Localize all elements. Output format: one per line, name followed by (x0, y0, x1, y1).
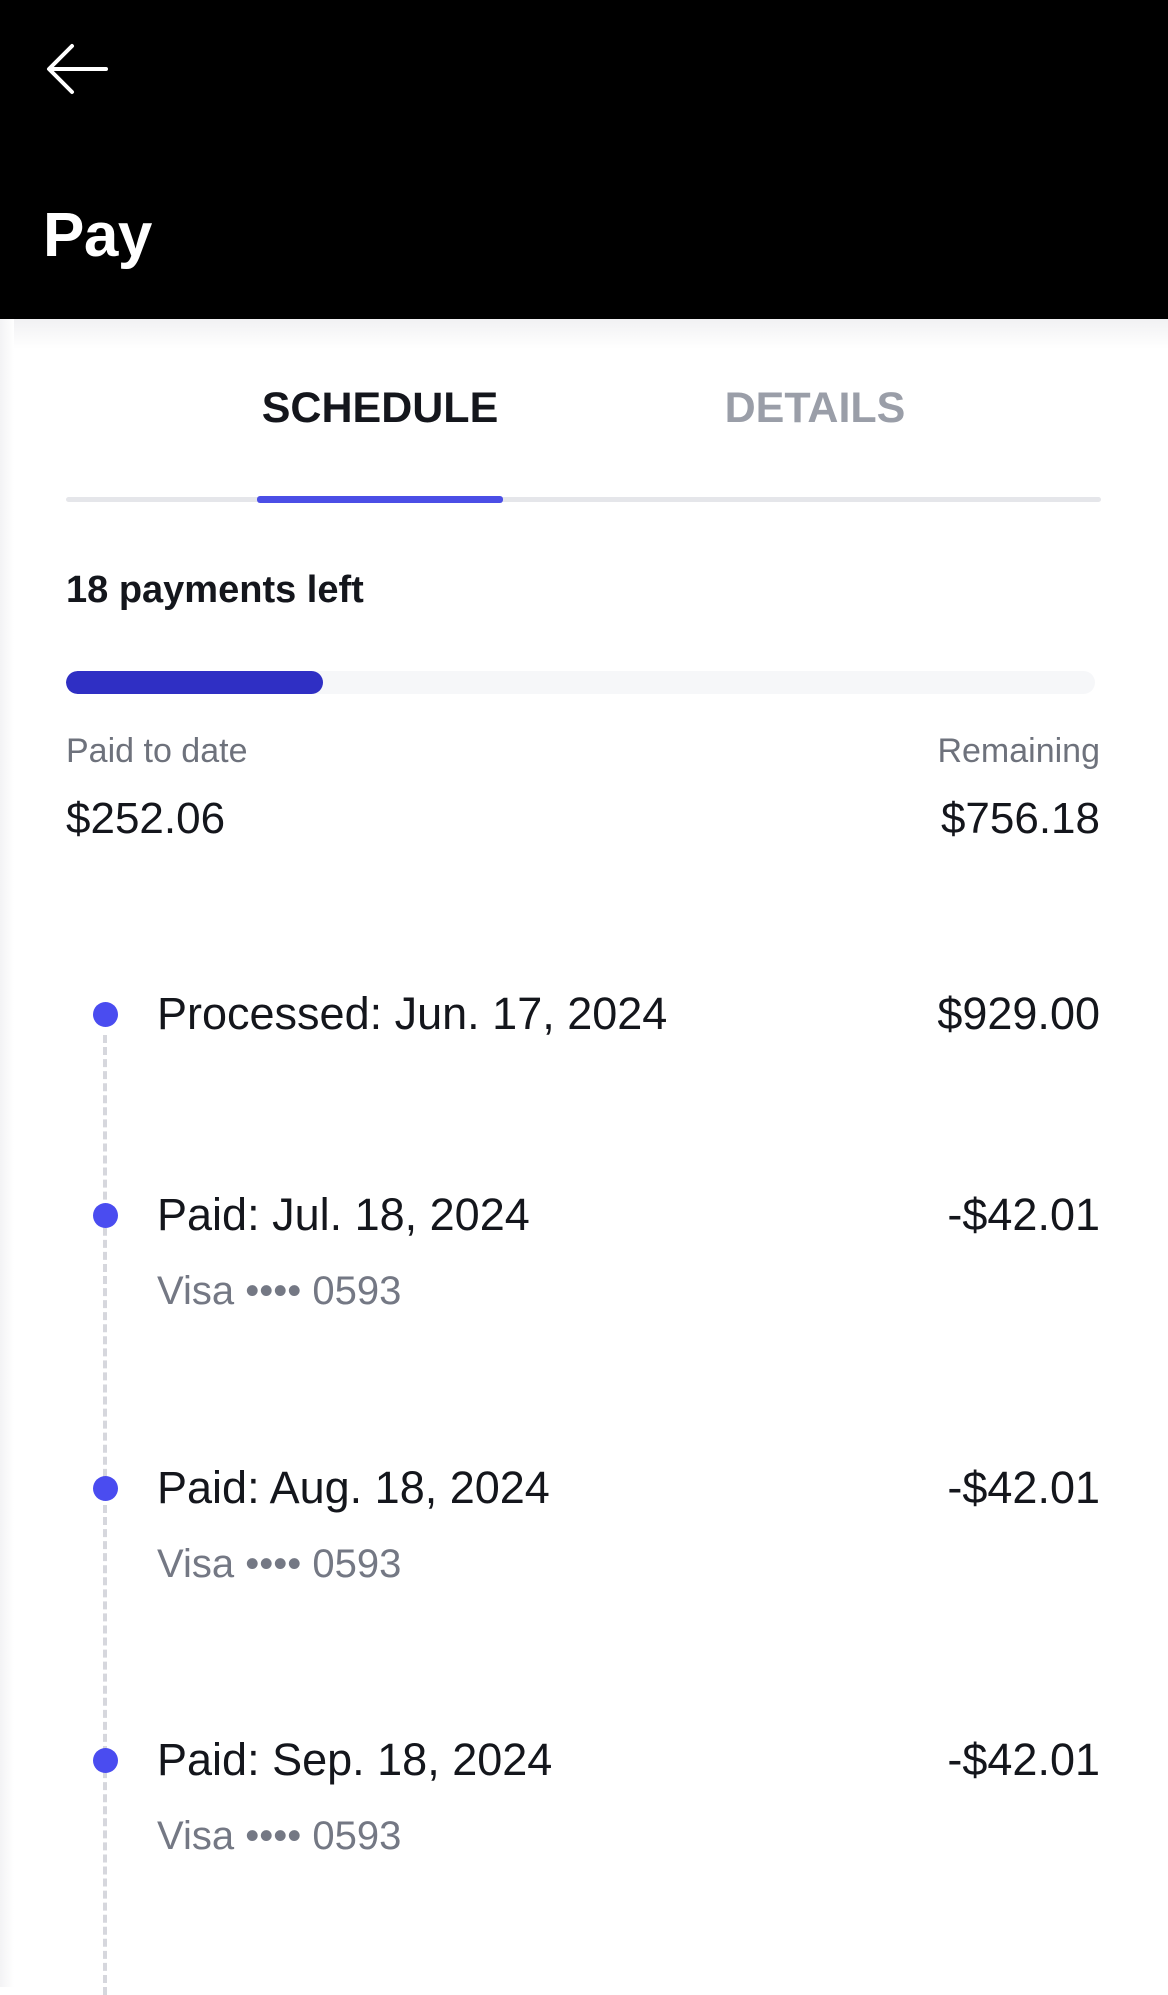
timeline-item-amount: $929.00 (937, 988, 1100, 1039)
payment-progress-bar (66, 671, 1095, 694)
timeline-item-amount: -$42.01 (947, 1189, 1100, 1240)
payments-left: 18 payments left (66, 569, 364, 611)
tab-divider (66, 497, 1101, 502)
timeline-item-card: Visa •••• 0593 (157, 1269, 402, 1313)
payment-progress-fill (66, 671, 324, 694)
timeline-line (103, 1035, 107, 1995)
paid-to-date-label: Paid to date (66, 732, 248, 770)
timeline-item-card: Visa •••• 0593 (157, 1542, 402, 1586)
timeline-item-title: Paid: Jul. 18, 2024 (157, 1189, 530, 1240)
timeline-item-title: Paid: Sep. 18, 2024 (157, 1734, 553, 1785)
page-title: Pay (43, 201, 152, 270)
tab-schedule[interactable]: SCHEDULE (261, 384, 499, 432)
app-header: Pay (0, 0, 1168, 319)
remaining-value: $756.18 (940, 794, 1100, 843)
timeline-item-title: Paid: Aug. 18, 2024 (157, 1462, 550, 1513)
back-button[interactable] (44, 42, 112, 96)
timeline-dot (93, 1748, 118, 1773)
timeline-dot (93, 1476, 118, 1501)
remaining-label: Remaining (937, 732, 1100, 770)
active-tab-indicator (257, 496, 503, 503)
timeline-dot (93, 1203, 118, 1228)
header-shadow (0, 319, 1168, 349)
paid-to-date-value: $252.06 (66, 794, 226, 843)
timeline-item-title: Processed: Jun. 17, 2024 (157, 988, 668, 1039)
tab-details[interactable]: DETAILS (724, 384, 906, 432)
timeline-item-card: Visa •••• 0593 (157, 1814, 402, 1858)
timeline-item-amount: -$42.01 (947, 1462, 1100, 1513)
timeline-dot (93, 1002, 118, 1027)
timeline-item-amount: -$42.01 (947, 1734, 1100, 1785)
left-edge-shadow (0, 319, 14, 1987)
arrow-left-icon (47, 44, 108, 94)
